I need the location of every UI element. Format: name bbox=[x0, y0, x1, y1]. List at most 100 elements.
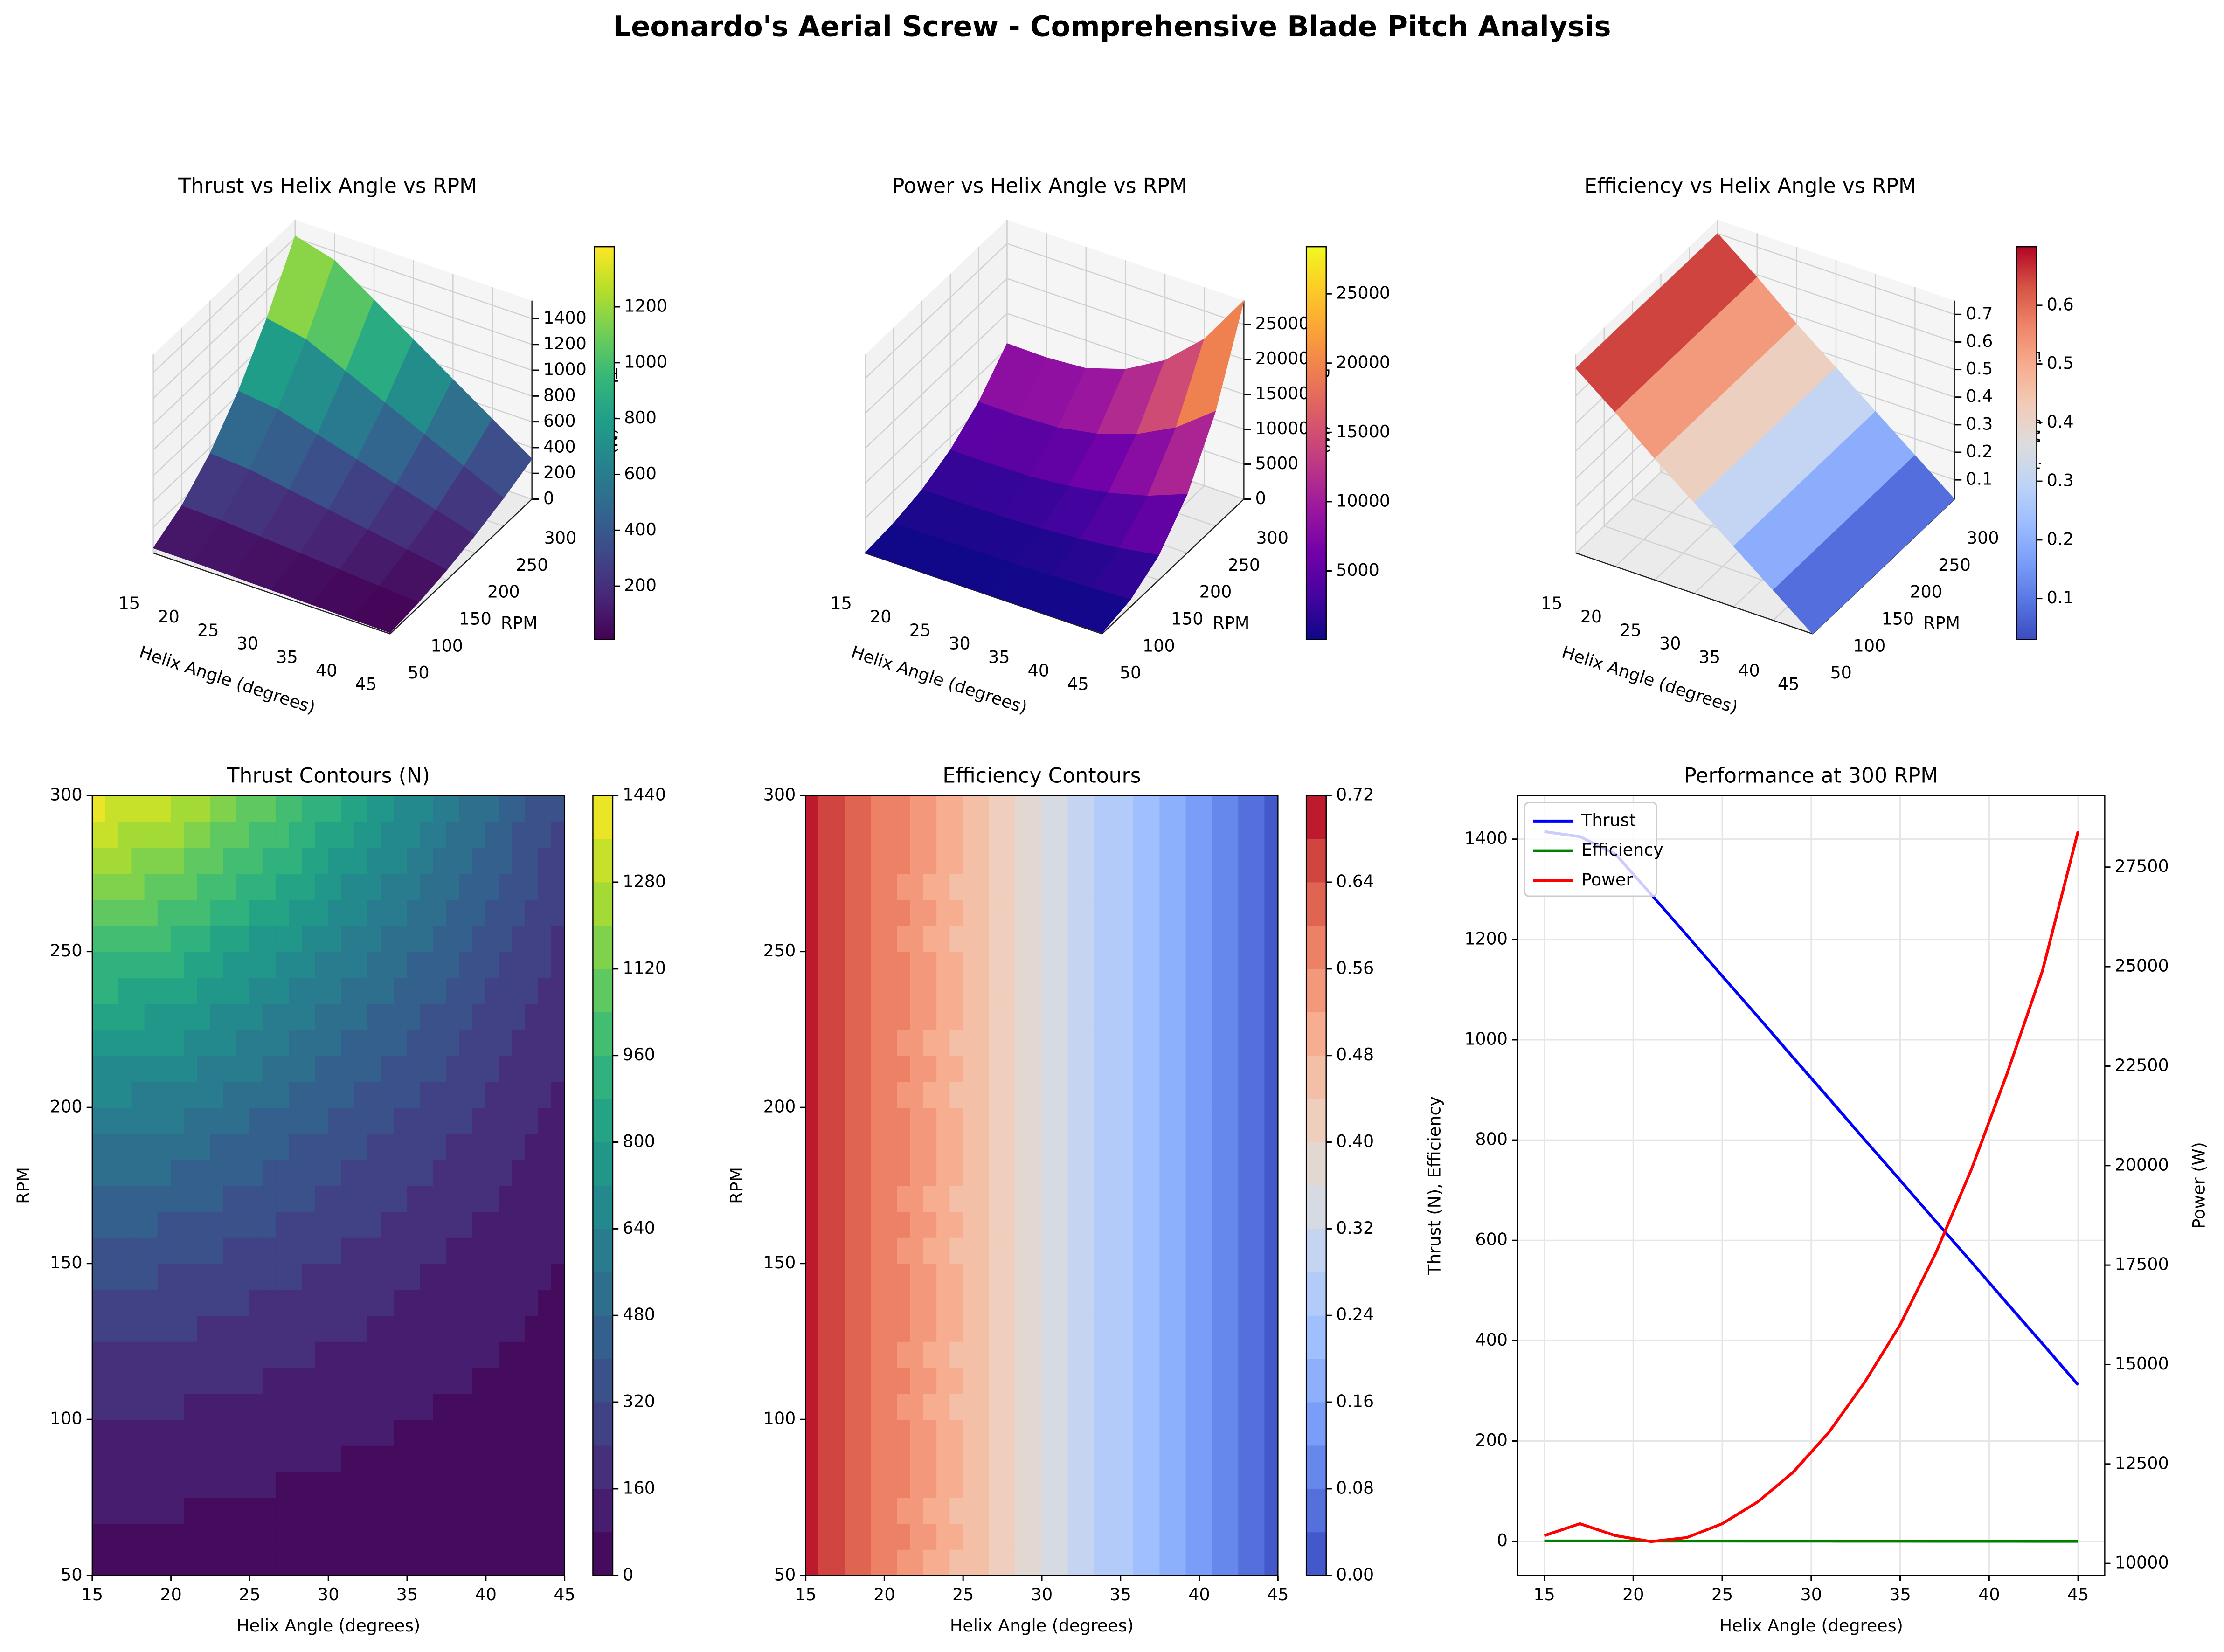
contour-cell bbox=[858, 1185, 872, 1212]
contour-cell bbox=[512, 1341, 526, 1368]
contour-cell bbox=[949, 1393, 963, 1420]
contour-cell bbox=[963, 1497, 977, 1524]
z-tick-label: 800 bbox=[543, 385, 576, 405]
contour-cell bbox=[407, 1367, 421, 1394]
contour-cell bbox=[328, 899, 342, 926]
contour-cell bbox=[223, 1185, 237, 1212]
contour-cell bbox=[433, 1185, 447, 1212]
contour-cell bbox=[118, 1159, 132, 1186]
contour-cell bbox=[1185, 1393, 1200, 1420]
contour-cell bbox=[262, 1263, 277, 1290]
contour-cell bbox=[949, 1237, 963, 1264]
contour-cell bbox=[884, 1159, 898, 1186]
contour-cell bbox=[1028, 821, 1042, 848]
contour-cell bbox=[170, 1367, 185, 1394]
contour-cell bbox=[236, 1523, 250, 1550]
contour-cell bbox=[1081, 1445, 1095, 1472]
contour-cell bbox=[551, 1523, 565, 1550]
contour-cell bbox=[1238, 821, 1252, 848]
contour-cell bbox=[1172, 1237, 1187, 1264]
plot-frame bbox=[1517, 795, 2106, 1576]
contour-cell bbox=[1225, 925, 1239, 952]
contour-cell bbox=[223, 1341, 237, 1368]
contour-cell bbox=[818, 1419, 832, 1446]
contour-cell bbox=[512, 1549, 526, 1576]
contour-cell bbox=[1133, 1107, 1147, 1134]
contour-cell bbox=[1238, 1341, 1252, 1368]
contour-cell bbox=[512, 1263, 526, 1290]
contour-cell bbox=[1146, 1003, 1160, 1030]
contour-cell bbox=[805, 951, 819, 978]
contour-cell bbox=[525, 1549, 539, 1576]
contour-cell bbox=[963, 1107, 977, 1134]
contour-cell bbox=[236, 1211, 250, 1238]
contour-cell bbox=[923, 977, 937, 1004]
contour-cell bbox=[118, 795, 132, 822]
contour-cell bbox=[818, 1263, 832, 1290]
contour-cell bbox=[499, 847, 513, 874]
contour-cell bbox=[459, 1107, 473, 1134]
contour-cell bbox=[157, 1055, 172, 1082]
contour-cell bbox=[538, 873, 552, 900]
contour-cell bbox=[1172, 1055, 1187, 1082]
contour-cell bbox=[131, 1289, 145, 1316]
contour-cell bbox=[92, 1107, 106, 1134]
contour-cell bbox=[1225, 1237, 1239, 1264]
contour-cell bbox=[289, 1081, 303, 1108]
contour-cell bbox=[1238, 1107, 1252, 1134]
contour-cell bbox=[884, 847, 898, 874]
contour-cell bbox=[897, 925, 911, 952]
contour-cell bbox=[1185, 1315, 1200, 1342]
colorbar-tick-label: 0.00 bbox=[1336, 1564, 1374, 1584]
contour-cell bbox=[420, 1029, 434, 1056]
contour-cell bbox=[105, 1185, 119, 1212]
colorbar-bin bbox=[592, 968, 613, 1013]
contour-cell bbox=[551, 1003, 565, 1030]
contour-cell bbox=[884, 1003, 898, 1030]
contour-cell bbox=[512, 1185, 526, 1212]
colorbar-bin bbox=[1306, 795, 1327, 839]
contour-cell bbox=[184, 925, 198, 952]
contour-cell bbox=[328, 1523, 342, 1550]
y-tick-label: 200 bbox=[763, 1097, 796, 1117]
contour-cell bbox=[170, 899, 185, 926]
contour-cell bbox=[1107, 1471, 1121, 1498]
colorbar-bin bbox=[1306, 1532, 1327, 1576]
contour-cell bbox=[485, 873, 499, 900]
contour-cell bbox=[328, 847, 342, 874]
contour-cell bbox=[459, 1159, 473, 1186]
contour-cell bbox=[118, 1263, 132, 1290]
contour-cell bbox=[1146, 1419, 1160, 1446]
contour-cell bbox=[512, 795, 526, 822]
contour-cell bbox=[1264, 847, 1279, 874]
contour-cell bbox=[1264, 1237, 1279, 1264]
contour-cell bbox=[131, 1549, 145, 1576]
contour-cell bbox=[144, 1055, 159, 1082]
contour-cell bbox=[1028, 1367, 1042, 1394]
grid-line bbox=[865, 348, 1008, 484]
contour-cell bbox=[1081, 821, 1095, 848]
contour-cell bbox=[1120, 1003, 1134, 1030]
contour-cell bbox=[1094, 1081, 1108, 1108]
contour-cell bbox=[236, 1315, 250, 1342]
contour-cell bbox=[1041, 977, 1055, 1004]
contour-cell bbox=[1107, 1497, 1121, 1524]
contour-cell bbox=[131, 1393, 145, 1420]
contour-cell bbox=[1002, 1133, 1016, 1160]
contour-cell bbox=[1028, 1289, 1042, 1316]
contour-cell bbox=[1225, 1315, 1239, 1342]
contour-cell bbox=[897, 951, 911, 978]
contour-cell bbox=[884, 873, 898, 900]
contour-cell bbox=[1054, 821, 1068, 848]
contour-cell bbox=[1028, 1523, 1042, 1550]
contour-cell bbox=[1015, 847, 1029, 874]
contour-cell bbox=[949, 1471, 963, 1498]
contour-cell bbox=[1028, 1029, 1042, 1056]
contour-cell bbox=[884, 821, 898, 848]
contour-cell bbox=[433, 1471, 447, 1498]
contour-cell bbox=[118, 951, 132, 978]
contour-cell bbox=[262, 1549, 277, 1576]
contour-cell bbox=[420, 1211, 434, 1238]
contour-cell bbox=[394, 1185, 408, 1212]
